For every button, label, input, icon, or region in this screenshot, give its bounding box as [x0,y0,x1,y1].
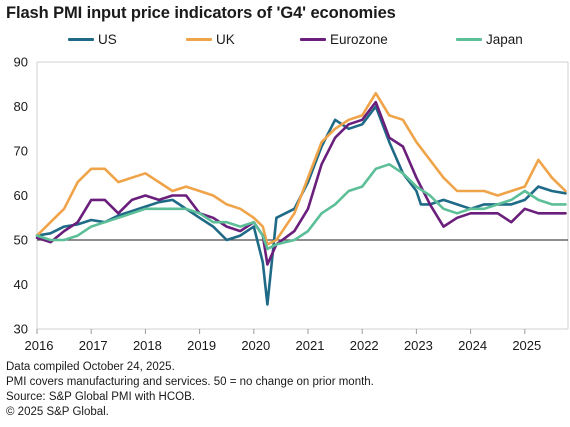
footnote-coverage: PMI covers manufacturing and services. 5… [6,376,374,388]
x-tick-label: 2020 [241,338,270,353]
x-tick-label: 2022 [350,338,379,353]
legend-swatch-us [68,37,94,41]
legend-item-japan: Japan [456,32,523,47]
series-line-eurozone [35,100,567,266]
x-tick-label: 2025 [512,338,541,353]
y-tick-label: 80 [14,99,28,114]
series-line-us [35,105,567,306]
chart-title: Flash PMI input price indicators of 'G4'… [6,4,396,22]
legend-item-us: US [68,32,117,47]
legend-swatch-eurozone [300,37,326,41]
footnote-copyright: © 2025 S&P Global. [6,406,109,418]
x-tick-label: 2023 [404,338,433,353]
chart-plot: 30 40 50 60 70 80 90 2016 2017 2018 2019 2020 2021 20… [14,55,569,353]
y-tick-label: 30 [14,322,28,337]
y-tick-label: 50 [14,233,28,248]
legend-swatch-japan [456,37,482,41]
legend-label-japan: Japan [486,32,523,47]
legend-item-uk: UK [186,32,235,47]
y-tick-label: 60 [14,188,28,203]
legend-label-us: US [98,32,117,47]
y-tick-label: 40 [14,277,28,292]
x-tick-label: 2018 [133,338,162,353]
x-tick-label: 2019 [187,338,216,353]
footnote-date: Data compiled October 24, 2025. [6,361,175,373]
footnotes: Data compiled October 24, 2025. PMI cove… [6,360,374,420]
legend-swatch-uk [186,37,212,41]
footnote-source: Source: S&P Global PMI with HCOB. [6,391,195,403]
series-line-japan [35,163,567,251]
legend-label-eurozone: Eurozone [330,32,388,47]
legend-label-uk: UK [216,32,235,47]
x-tick-label: 2017 [79,338,108,353]
x-tick-label: 2016 [25,338,54,353]
legend: US UK Eurozone Japan [0,32,570,50]
series-line-uk [35,91,567,246]
x-tick-label: 2021 [296,338,325,353]
y-tick-label: 70 [14,144,28,159]
y-tick-label: 90 [14,55,28,70]
legend-item-eurozone: Eurozone [300,32,388,47]
x-tick-label: 2024 [458,338,487,353]
